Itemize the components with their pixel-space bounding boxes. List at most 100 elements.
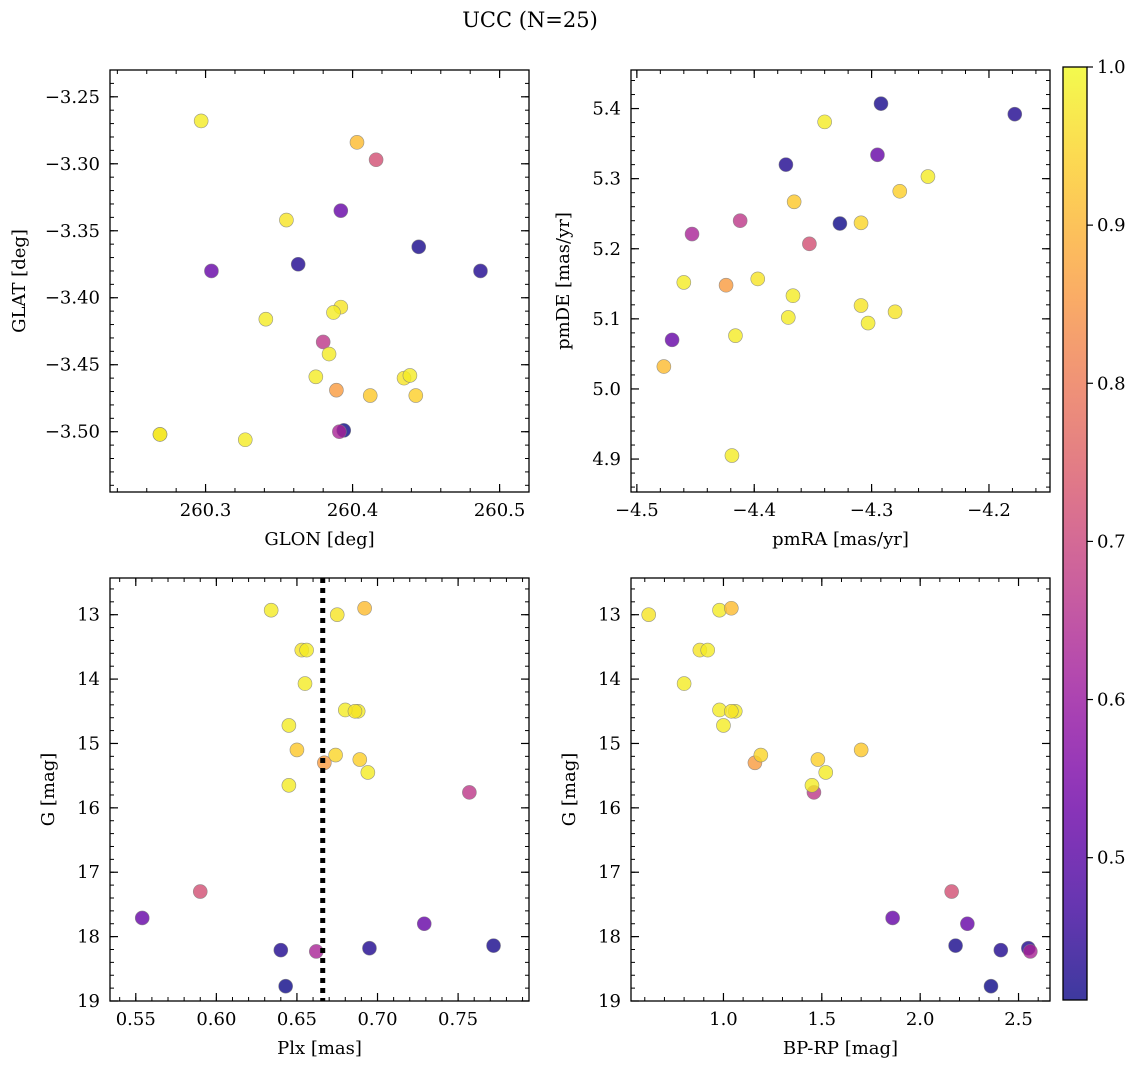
data-point (349, 135, 365, 150)
colorbar-tick-label: 0.8 (1097, 373, 1126, 394)
y-tick-label: 5.1 (592, 309, 621, 330)
colorbar-tick-label: 0.9 (1097, 215, 1126, 236)
x-tick-label: 0.60 (196, 1009, 236, 1030)
y-tick-label: 18 (598, 927, 621, 948)
data-point (753, 747, 769, 763)
x-tick-label: 2.0 (906, 1009, 935, 1030)
y-tick-label: 14 (598, 669, 621, 690)
x-tick-label: 2.5 (1004, 1009, 1033, 1030)
y-tick-label: −3.50 (45, 422, 100, 443)
x-tick-label: −4.5 (615, 500, 659, 521)
data-point (408, 388, 424, 403)
data-point (297, 676, 313, 691)
data-point (885, 910, 900, 926)
y-axis-label: GLAT [deg] (9, 229, 30, 333)
x-tick-label: 260.5 (474, 500, 526, 521)
x-axis-label: pmRA [mas/yr] (772, 529, 909, 550)
y-tick-label: 15 (77, 733, 100, 754)
data-point (656, 359, 672, 374)
data-point (462, 785, 477, 800)
data-point (853, 298, 869, 313)
panel-pm: −4.5 −4.4 −4.3 −4.2 4.9 5.0 5.1 5.2 5.3 5.4 pmRA [… (553, 69, 1051, 550)
data-point (853, 215, 869, 231)
y-tick-label: −3.25 (45, 87, 100, 108)
data-point (960, 916, 975, 932)
y-tick-label: 17 (598, 862, 621, 883)
data-point (362, 388, 378, 403)
data-point (718, 277, 734, 293)
axes-frame (630, 69, 1051, 493)
x-tick-label: −4.4 (732, 500, 776, 521)
data-point (416, 916, 432, 932)
data-point (887, 304, 903, 320)
data-point (326, 305, 341, 320)
data-point (780, 310, 796, 325)
data-point (329, 382, 344, 398)
data-point (802, 236, 817, 252)
data-point (368, 152, 384, 168)
data-point (641, 607, 657, 622)
panel-sky: 260.3 260.4 260.5 −3.25 −3.30 −3.35 −3.40 −3.45… (9, 69, 530, 550)
y-tick-label: 16 (77, 798, 100, 819)
data-point (360, 765, 376, 780)
data-point (728, 328, 743, 343)
data-point (273, 942, 289, 958)
y-tick-label: 5.0 (592, 379, 621, 400)
data-point (817, 114, 832, 130)
data-point (193, 113, 209, 129)
data-point (237, 432, 253, 448)
data-point (664, 332, 680, 348)
data-point (1023, 944, 1038, 959)
data-point (281, 718, 297, 733)
x-tick-label: 0.70 (357, 1009, 397, 1030)
data-point (832, 216, 848, 231)
data-point (786, 194, 802, 210)
data-point (1007, 106, 1023, 122)
x-tick-label: 1.5 (807, 1009, 836, 1030)
data-point (281, 778, 297, 793)
x-tick-label: 0.55 (116, 1009, 156, 1030)
data-point (873, 96, 889, 111)
x-axis-label: BP-RP [mag] (783, 1038, 898, 1059)
x-axis-label: GLON [deg] (264, 529, 374, 550)
data-point (328, 747, 343, 763)
data-point (263, 602, 279, 618)
data-point (818, 765, 834, 780)
axes-frame (109, 577, 530, 1002)
data-point (700, 642, 716, 658)
x-tick-label: 1.0 (709, 1009, 738, 1030)
data-point (860, 315, 876, 331)
data-point (134, 910, 150, 926)
data-point (204, 263, 219, 279)
data-point (362, 940, 377, 956)
data-point (944, 884, 959, 899)
colorbar-gradient (1063, 67, 1087, 1000)
data-point (870, 147, 885, 163)
y-tick-label: −3.30 (45, 154, 100, 175)
colorbar-tick-label: 0.6 (1097, 690, 1126, 711)
y-tick-label: −3.40 (45, 288, 100, 309)
x-tick-label: 0.65 (277, 1009, 317, 1030)
data-point (778, 157, 794, 172)
colorbar-tick-label: 0.5 (1097, 848, 1126, 869)
data-point (289, 742, 305, 758)
y-tick-label: −3.35 (45, 221, 100, 242)
x-tick-label: −4.2 (967, 500, 1011, 521)
data-point (402, 368, 418, 383)
data-point (357, 600, 372, 616)
data-point (192, 884, 208, 899)
axes-frame (109, 69, 530, 493)
data-point (347, 703, 363, 719)
data-point (486, 938, 501, 953)
y-tick-label: 13 (77, 605, 100, 626)
y-tick-label: 15 (598, 733, 621, 754)
y-tick-label: 5.4 (592, 99, 621, 120)
data-point (724, 600, 739, 616)
data-point (920, 169, 936, 184)
data-point (315, 334, 331, 350)
data-point (332, 424, 347, 440)
data-point (853, 742, 869, 758)
x-tick-label: 0.75 (438, 1009, 478, 1030)
data-point (279, 212, 294, 228)
